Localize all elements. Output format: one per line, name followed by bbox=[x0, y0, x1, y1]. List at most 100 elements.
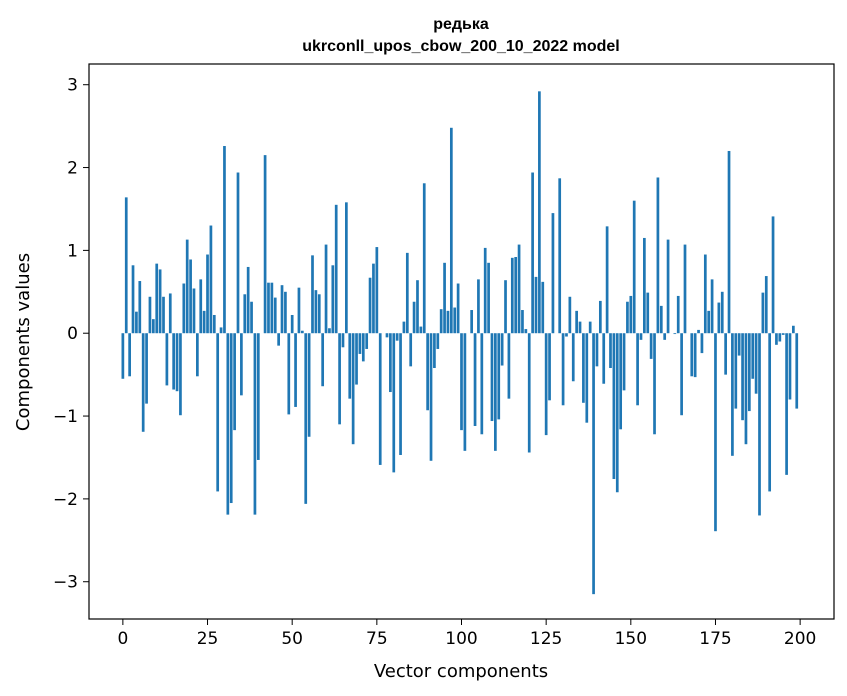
bar-11 bbox=[158, 269, 162, 334]
bar-158 bbox=[656, 177, 660, 334]
bar-179 bbox=[727, 150, 731, 334]
bar-165 bbox=[680, 333, 683, 416]
bar-123 bbox=[538, 91, 541, 334]
bars-group bbox=[121, 91, 799, 595]
bar-79 bbox=[389, 333, 392, 393]
bar-117 bbox=[517, 244, 521, 334]
bar-84 bbox=[405, 252, 409, 334]
y-tick-label: 3 bbox=[67, 76, 78, 96]
bar-114 bbox=[507, 333, 511, 399]
bar-113 bbox=[504, 280, 507, 334]
y-tick-label: 2 bbox=[67, 159, 78, 179]
bar-73 bbox=[368, 277, 372, 334]
bar-191 bbox=[768, 333, 772, 492]
bar-142 bbox=[602, 333, 606, 384]
bar-96 bbox=[446, 310, 450, 334]
x-tick-label: 0 bbox=[117, 629, 128, 649]
bar-144 bbox=[609, 333, 612, 369]
bar-64 bbox=[338, 333, 341, 425]
bar-29 bbox=[219, 327, 223, 334]
bar-115 bbox=[510, 257, 514, 334]
bar-87 bbox=[416, 280, 419, 334]
bar-107 bbox=[483, 247, 487, 334]
bar-164 bbox=[676, 295, 680, 334]
bar-101 bbox=[463, 333, 467, 451]
y-tick-label: −1 bbox=[53, 407, 78, 427]
bar-12 bbox=[162, 296, 165, 334]
bar-136 bbox=[582, 333, 585, 403]
bar-178 bbox=[724, 333, 727, 375]
bar-60 bbox=[324, 244, 328, 334]
bar-69 bbox=[355, 333, 358, 385]
bar-100 bbox=[460, 333, 463, 431]
bar-163 bbox=[673, 333, 677, 335]
bar-23 bbox=[199, 279, 203, 334]
bar-72 bbox=[365, 333, 369, 349]
bar-49 bbox=[287, 333, 291, 415]
bar-116 bbox=[514, 257, 518, 334]
bar-172 bbox=[703, 254, 707, 334]
bar-30 bbox=[223, 146, 226, 334]
bar-39 bbox=[253, 333, 257, 515]
bar-174 bbox=[710, 279, 714, 334]
bar-192 bbox=[771, 216, 775, 334]
bar-31 bbox=[226, 333, 230, 515]
bar-150 bbox=[629, 295, 633, 334]
bar-53 bbox=[300, 330, 304, 334]
bar-38 bbox=[250, 301, 253, 334]
bar-28 bbox=[216, 333, 220, 492]
bar-76 bbox=[378, 333, 382, 465]
bar-68 bbox=[351, 333, 355, 445]
bar-103 bbox=[470, 310, 474, 334]
y-tick-label: −3 bbox=[53, 573, 78, 593]
bar-105 bbox=[477, 279, 480, 334]
bar-110 bbox=[494, 333, 497, 451]
bar-92 bbox=[433, 333, 436, 369]
y-tick-label: −2 bbox=[53, 490, 78, 510]
bar-160 bbox=[663, 333, 667, 340]
bar-75 bbox=[375, 247, 379, 334]
bar-109 bbox=[490, 333, 494, 422]
bar-48 bbox=[284, 291, 287, 334]
bar-155 bbox=[646, 292, 650, 334]
bar-129 bbox=[558, 178, 562, 334]
x-tick-label: 50 bbox=[281, 629, 303, 649]
bar-125 bbox=[544, 333, 548, 436]
bar-147 bbox=[619, 333, 623, 430]
bar-173 bbox=[707, 310, 711, 334]
bar-197 bbox=[788, 333, 792, 400]
bar-63 bbox=[334, 204, 338, 334]
bar-40 bbox=[256, 333, 260, 460]
x-tick-label: 75 bbox=[366, 629, 388, 649]
bar-143 bbox=[605, 226, 609, 334]
x-tick-label: 25 bbox=[197, 629, 219, 649]
bar-56 bbox=[311, 255, 314, 334]
bar-121 bbox=[531, 172, 534, 334]
bar-36 bbox=[243, 294, 247, 334]
bar-65 bbox=[341, 333, 345, 348]
bar-14 bbox=[168, 293, 172, 334]
bar-43 bbox=[267, 282, 270, 334]
bar-135 bbox=[578, 321, 582, 334]
bar-61 bbox=[328, 328, 331, 334]
bar-54 bbox=[304, 333, 308, 504]
bar-181 bbox=[734, 333, 738, 409]
bar-25 bbox=[206, 254, 209, 334]
bar-45 bbox=[273, 297, 277, 334]
bar-78 bbox=[385, 333, 389, 338]
bar-85 bbox=[409, 333, 413, 367]
bar-184 bbox=[744, 333, 748, 445]
bar-88 bbox=[419, 326, 423, 334]
bar-32 bbox=[229, 333, 233, 504]
bar-98 bbox=[453, 307, 457, 334]
bar-6 bbox=[141, 333, 145, 432]
bar-196 bbox=[785, 333, 788, 475]
bar-168 bbox=[690, 333, 694, 377]
bar-19 bbox=[185, 239, 189, 334]
bar-120 bbox=[527, 333, 531, 453]
bar-15 bbox=[172, 333, 176, 390]
bar-111 bbox=[497, 333, 501, 420]
bar-137 bbox=[585, 333, 589, 423]
bar-44 bbox=[270, 282, 274, 334]
